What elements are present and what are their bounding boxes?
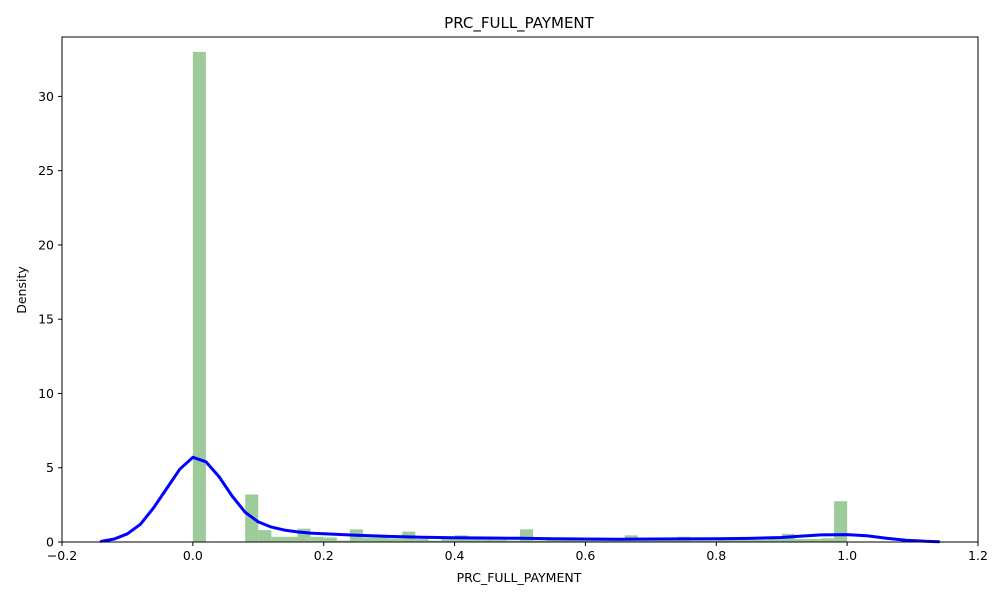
x-tick-label: 0.0 <box>183 548 203 563</box>
histogram-bar-28 <box>598 540 612 542</box>
x-axis-label: PRC_FULL_PAYMENT <box>457 570 582 585</box>
histogram-bar-25 <box>559 539 573 542</box>
histogram-bar-16 <box>441 539 455 542</box>
histogram-bar-23 <box>533 540 547 542</box>
y-tick-label: 15 <box>38 312 54 327</box>
histogram-bar-6 <box>310 536 324 542</box>
x-tick-label: 1.0 <box>837 548 857 563</box>
y-axis-ticks: 0 5 10 15 20 25 30 <box>38 89 62 550</box>
x-tick-label: 0.6 <box>575 548 595 563</box>
histogram-bar-37 <box>716 539 730 542</box>
chart-title: PRC_FULL_PAYMENT <box>444 14 595 33</box>
histogram-bar-45 <box>820 538 835 542</box>
histogram-bar-0 <box>192 51 206 543</box>
histogram-bar-12 <box>389 538 403 542</box>
histogram-bar-7 <box>323 537 337 542</box>
x-tick-label: −0.2 <box>47 548 77 563</box>
histogram-bar-8 <box>336 540 350 542</box>
y-tick-label: 10 <box>38 386 54 401</box>
histogram-bar-11 <box>376 537 390 542</box>
histogram-bar-44 <box>807 539 821 542</box>
y-tick-label: 20 <box>38 237 54 252</box>
kde-curve <box>99 455 941 544</box>
x-tick-label: 0.4 <box>445 548 465 563</box>
histogram-bar-32 <box>650 540 664 542</box>
histogram-bar-38 <box>729 539 743 542</box>
y-tick-label: 30 <box>38 89 54 104</box>
histogram-bar-36 <box>703 540 717 542</box>
histogram-bar-21 <box>506 540 520 542</box>
histogram-bar-20 <box>493 539 507 542</box>
histogram-bar-33 <box>663 539 678 542</box>
plot-frame <box>61 36 979 543</box>
histogram-bar-18 <box>467 539 481 542</box>
x-tick-label: 0.2 <box>314 548 334 563</box>
histogram-bar-24 <box>546 539 560 542</box>
x-axis-ticks: −0.2 0.0 0.2 0.4 0.6 0.8 1.0 1.2 <box>47 542 988 563</box>
kde-curve-layer <box>99 455 941 544</box>
x-tick-label: 1.2 <box>968 548 988 563</box>
y-tick-label: 5 <box>46 460 54 475</box>
histogram-bars <box>192 51 848 543</box>
histogram-bar-10 <box>362 537 377 542</box>
y-axis-label: Density <box>14 266 29 314</box>
histogram-bar-29 <box>611 540 625 542</box>
histogram-bar-4 <box>284 536 298 542</box>
histogram-bar-15 <box>428 540 442 542</box>
y-tick-label: 25 <box>38 163 54 178</box>
y-tick-label: 0 <box>46 535 54 550</box>
histogram-bar-31 <box>637 540 651 542</box>
histogram-bar-35 <box>690 540 704 542</box>
histogram-bar-3 <box>271 536 285 542</box>
histogram-bar-40 <box>755 539 769 542</box>
histogram-bar-39 <box>742 539 756 542</box>
histogram-bar-43 <box>794 539 808 542</box>
histogram-bar-26 <box>572 539 586 542</box>
x-tick-label: 0.8 <box>706 548 726 563</box>
histogram-bar-2 <box>258 530 272 542</box>
histogram-bar-41 <box>768 539 782 542</box>
histogram-bar-19 <box>480 537 494 542</box>
histogram-bar-46 <box>834 501 848 542</box>
histogram-bar-14 <box>415 539 429 542</box>
histogram-bar-22 <box>520 529 534 542</box>
